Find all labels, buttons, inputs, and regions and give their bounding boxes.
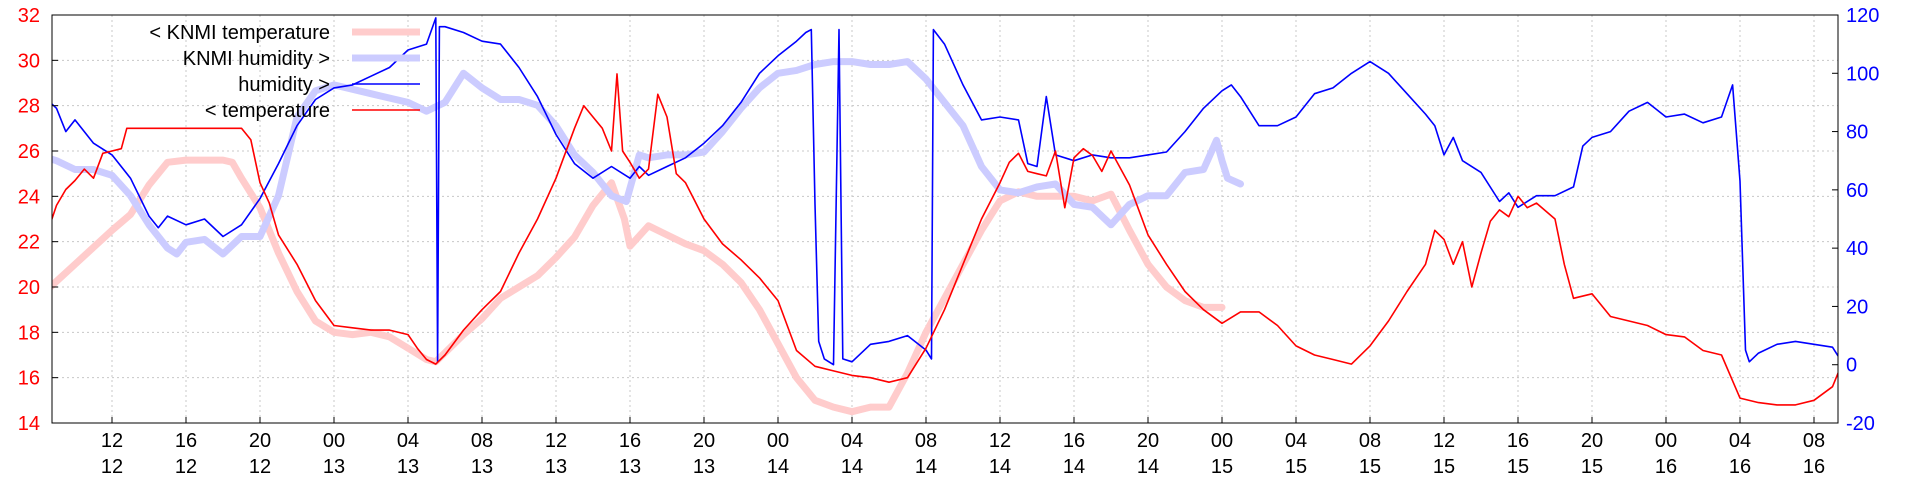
- left-tick-label: 14: [18, 413, 40, 435]
- x-tick-hour-label: 00: [1655, 430, 1677, 452]
- x-tick-day-label: 13: [693, 456, 715, 478]
- x-tick-hour-label: 20: [1581, 430, 1603, 452]
- right-tick-label: -20: [1846, 413, 1875, 435]
- x-tick-day-label: 15: [1433, 456, 1455, 478]
- x-tick-day-label: 15: [1507, 456, 1529, 478]
- x-tick-hour-label: 08: [1803, 430, 1825, 452]
- plot-frame: [51, 14, 1839, 424]
- x-tick-day-label: 13: [323, 456, 345, 478]
- x-tick-hour-label: 16: [1063, 430, 1085, 452]
- x-tick-day-label: 12: [101, 456, 123, 478]
- x-tick-day-label: 14: [841, 456, 863, 478]
- x-tick-day-label: 12: [175, 456, 197, 478]
- right-tick-label: 20: [1846, 296, 1868, 318]
- x-tick-hour-label: 08: [471, 430, 493, 452]
- x-tick-hour-label: 08: [1359, 430, 1381, 452]
- x-tick-hour-label: 20: [1137, 430, 1159, 452]
- right-tick-label: 0: [1846, 355, 1857, 377]
- left-tick-label: 30: [18, 50, 40, 72]
- x-tick-day-label: 16: [1803, 456, 1825, 478]
- x-tick-hour-label: 16: [619, 430, 641, 452]
- x-tick-hour-label: 12: [1433, 430, 1455, 452]
- x-tick-hour-label: 20: [249, 430, 271, 452]
- x-tick-day-label: 15: [1285, 456, 1307, 478]
- x-tick-hour-label: 16: [1507, 430, 1529, 452]
- x-tick-day-label: 13: [397, 456, 419, 478]
- x-tick-hour-label: 00: [1211, 430, 1233, 452]
- right-tick-label: 40: [1846, 238, 1868, 260]
- left-y-axis: 14 16 18 20 22 24 26 28 30 32: [18, 5, 58, 435]
- x-tick-hour-label: 00: [323, 430, 345, 452]
- x-tick-day-label: 14: [1137, 456, 1159, 478]
- x-tick-day-label: 15: [1211, 456, 1233, 478]
- grid-lines: [52, 14, 1838, 424]
- x-tick-hour-label: 12: [545, 430, 567, 452]
- x-tick-day-label: 13: [545, 456, 567, 478]
- x-tick-hour-label: 12: [989, 430, 1011, 452]
- x-tick-hour-label: 12: [101, 430, 123, 452]
- left-tick-label: 28: [18, 96, 40, 118]
- right-y-axis: -20 0 20 40 60 80 100 120: [1832, 5, 1879, 435]
- x-tick-day-label: 14: [989, 456, 1011, 478]
- legend-label: KNMI humidity >: [183, 48, 330, 70]
- x-tick-hour-label: 20: [693, 430, 715, 452]
- x-tick-hour-label: 16: [175, 430, 197, 452]
- series-line-3: [52, 17, 1838, 366]
- x-tick-day-label: 14: [1063, 456, 1085, 478]
- x-tick-day-label: 14: [915, 456, 937, 478]
- x-tick-hour-label: 08: [915, 430, 937, 452]
- x-tick-day-label: 13: [619, 456, 641, 478]
- series-line-4: [52, 73, 1838, 406]
- series-layer: [52, 17, 1838, 416]
- left-tick-label: 26: [18, 141, 40, 163]
- legend: < KNMI temperature KNMI humidity > humidit…: [149, 22, 420, 122]
- legend-label: < KNMI temperature: [149, 22, 330, 44]
- legend-label: < temperature: [205, 100, 330, 122]
- x-axis: 12 12 16 12 20 12 00 13 04 13 08 13 12 13 16 13 20 13 00 14…: [101, 417, 1825, 478]
- right-tick-label: 100: [1846, 63, 1879, 85]
- left-tick-label: 22: [18, 232, 40, 254]
- right-tick-label: 60: [1846, 180, 1868, 202]
- left-tick-label: 18: [18, 322, 40, 344]
- left-tick-label: 32: [18, 5, 40, 27]
- series-line-2: [52, 58, 1244, 258]
- x-tick-day-label: 14: [767, 456, 789, 478]
- left-tick-label: 20: [18, 277, 40, 299]
- x-tick-day-label: 12: [249, 456, 271, 478]
- x-tick-hour-label: 04: [841, 430, 863, 452]
- x-tick-hour-label: 04: [397, 430, 419, 452]
- right-tick-label: 120: [1846, 5, 1879, 27]
- left-tick-label: 16: [18, 368, 40, 390]
- x-tick-day-label: 13: [471, 456, 493, 478]
- legend-label: humidity >: [238, 74, 330, 96]
- x-tick-day-label: 15: [1359, 456, 1381, 478]
- x-tick-day-label: 16: [1729, 456, 1751, 478]
- x-tick-day-label: 15: [1581, 456, 1603, 478]
- x-tick-hour-label: 00: [767, 430, 789, 452]
- x-tick-day-label: 16: [1655, 456, 1677, 478]
- right-tick-label: 80: [1846, 122, 1868, 144]
- x-tick-hour-label: 04: [1285, 430, 1307, 452]
- x-tick-hour-label: 04: [1729, 430, 1751, 452]
- left-tick-label: 24: [18, 186, 40, 208]
